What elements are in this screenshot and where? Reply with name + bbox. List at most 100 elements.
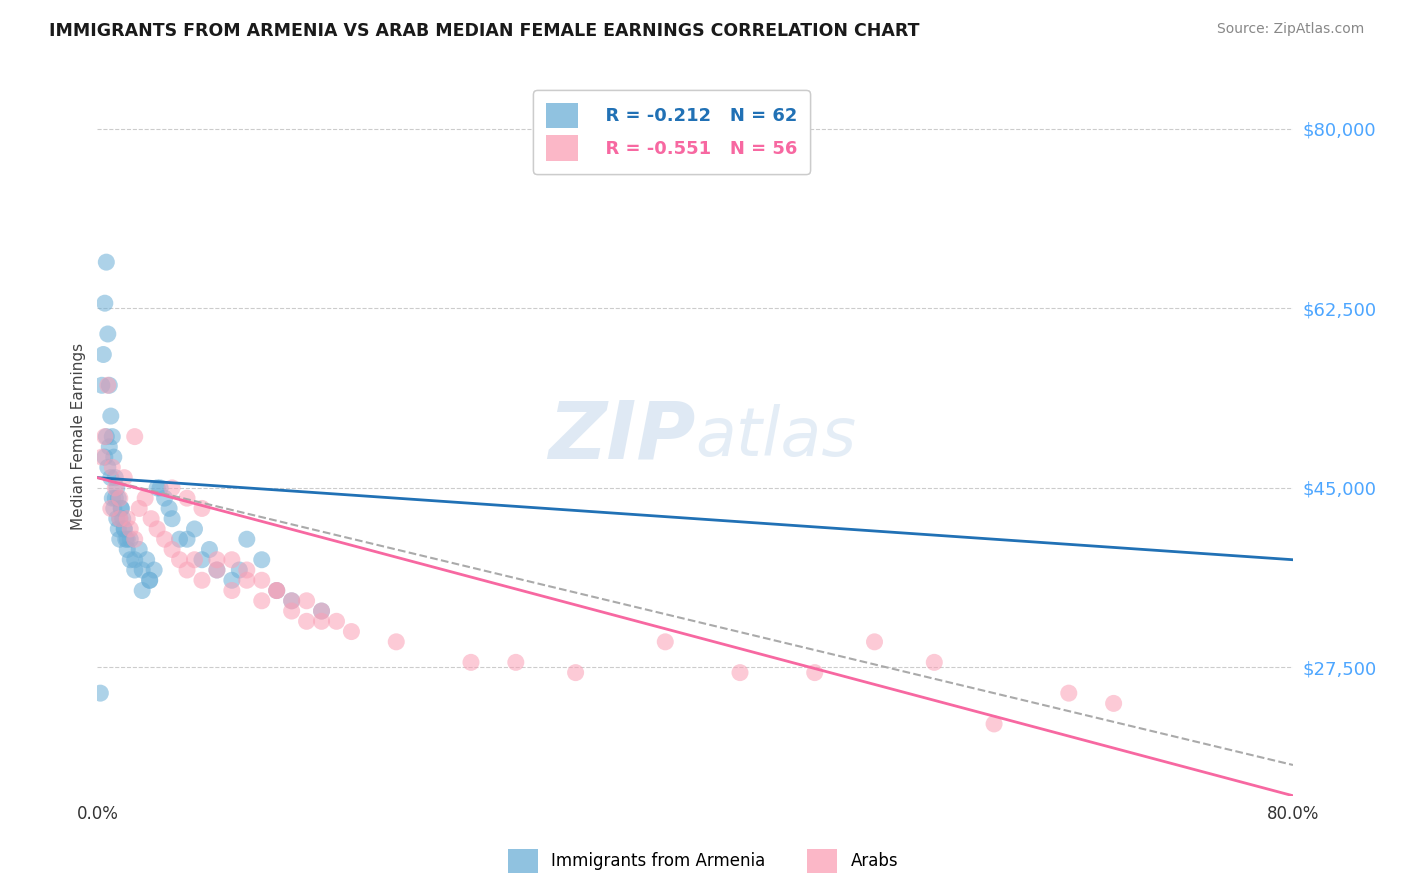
Point xyxy=(191,574,214,588)
Legend:   R = -0.212   N = 62,   R = -0.551   N = 56: R = -0.212 N = 62, R = -0.551 N = 56 xyxy=(533,90,810,174)
Point xyxy=(112,522,135,536)
Point xyxy=(295,594,318,608)
Point xyxy=(131,563,153,577)
Point xyxy=(110,501,132,516)
Point xyxy=(96,429,118,443)
Point xyxy=(266,583,288,598)
Point xyxy=(153,533,176,547)
Point xyxy=(98,378,121,392)
Point xyxy=(922,656,945,670)
Point xyxy=(101,491,124,505)
Point xyxy=(236,533,259,547)
Point xyxy=(108,511,131,525)
Point xyxy=(280,594,302,608)
Point xyxy=(176,533,198,547)
Point xyxy=(103,450,125,464)
Point xyxy=(100,409,122,423)
Point xyxy=(311,604,333,618)
Point xyxy=(115,533,138,547)
Point xyxy=(460,656,482,670)
Point xyxy=(128,501,150,516)
Point xyxy=(280,604,302,618)
Point xyxy=(385,635,408,649)
Point xyxy=(101,429,124,443)
Point xyxy=(104,470,127,484)
Point xyxy=(105,511,128,525)
Y-axis label: Median Female Earnings: Median Female Earnings xyxy=(72,343,86,530)
Point xyxy=(96,255,118,269)
Point xyxy=(564,665,586,680)
Point xyxy=(107,522,129,536)
Point xyxy=(221,583,243,598)
Point xyxy=(221,553,243,567)
Point xyxy=(221,574,243,588)
Point xyxy=(101,460,124,475)
Point xyxy=(120,553,142,567)
Point xyxy=(134,491,156,505)
Point xyxy=(169,533,191,547)
Point xyxy=(149,481,172,495)
Point xyxy=(97,378,120,392)
Point xyxy=(205,563,228,577)
Point xyxy=(104,481,127,495)
Text: Source: ZipAtlas.com: Source: ZipAtlas.com xyxy=(1216,22,1364,37)
Point xyxy=(91,347,114,361)
Point xyxy=(143,563,166,577)
Point xyxy=(105,481,128,495)
Point xyxy=(863,635,886,649)
Point xyxy=(104,491,127,505)
Point xyxy=(198,542,221,557)
Point xyxy=(176,563,198,577)
Point xyxy=(250,553,273,567)
Point xyxy=(112,522,135,536)
Point xyxy=(100,470,122,484)
Point xyxy=(505,656,527,670)
Point xyxy=(146,481,169,495)
Point xyxy=(94,296,117,310)
Point xyxy=(728,665,751,680)
Point xyxy=(191,501,214,516)
Point xyxy=(146,522,169,536)
Point xyxy=(124,533,146,547)
Point xyxy=(153,491,176,505)
Point xyxy=(111,511,134,525)
Point xyxy=(311,615,333,629)
Point xyxy=(654,635,676,649)
Point xyxy=(89,686,111,700)
Point xyxy=(236,563,259,577)
Point xyxy=(100,501,122,516)
Point xyxy=(183,522,205,536)
Text: IMMIGRANTS FROM ARMENIA VS ARAB MEDIAN FEMALE EARNINGS CORRELATION CHART: IMMIGRANTS FROM ARMENIA VS ARAB MEDIAN F… xyxy=(49,22,920,40)
Point xyxy=(250,574,273,588)
Point xyxy=(138,574,160,588)
Point xyxy=(1057,686,1080,700)
Point xyxy=(110,501,132,516)
Point xyxy=(97,326,120,341)
Point xyxy=(90,378,112,392)
Text: ZIP: ZIP xyxy=(548,398,695,475)
Point xyxy=(120,533,142,547)
Point xyxy=(120,522,142,536)
Point xyxy=(135,553,157,567)
Point xyxy=(311,604,333,618)
Point xyxy=(124,553,146,567)
Point xyxy=(138,574,160,588)
Point xyxy=(228,563,250,577)
Text: atlas: atlas xyxy=(695,403,856,469)
Point xyxy=(160,511,183,525)
Point xyxy=(983,717,1005,731)
Point xyxy=(94,450,117,464)
Point xyxy=(94,429,117,443)
Point xyxy=(157,501,180,516)
Point xyxy=(97,460,120,475)
Point xyxy=(205,563,228,577)
Point xyxy=(103,501,125,516)
Point xyxy=(205,553,228,567)
Point xyxy=(108,491,131,505)
Point xyxy=(107,491,129,505)
Legend: Immigrants from Armenia, Arabs: Immigrants from Armenia, Arabs xyxy=(501,842,905,880)
Point xyxy=(183,553,205,567)
Point xyxy=(141,511,163,525)
Point xyxy=(236,574,259,588)
Point xyxy=(176,491,198,505)
